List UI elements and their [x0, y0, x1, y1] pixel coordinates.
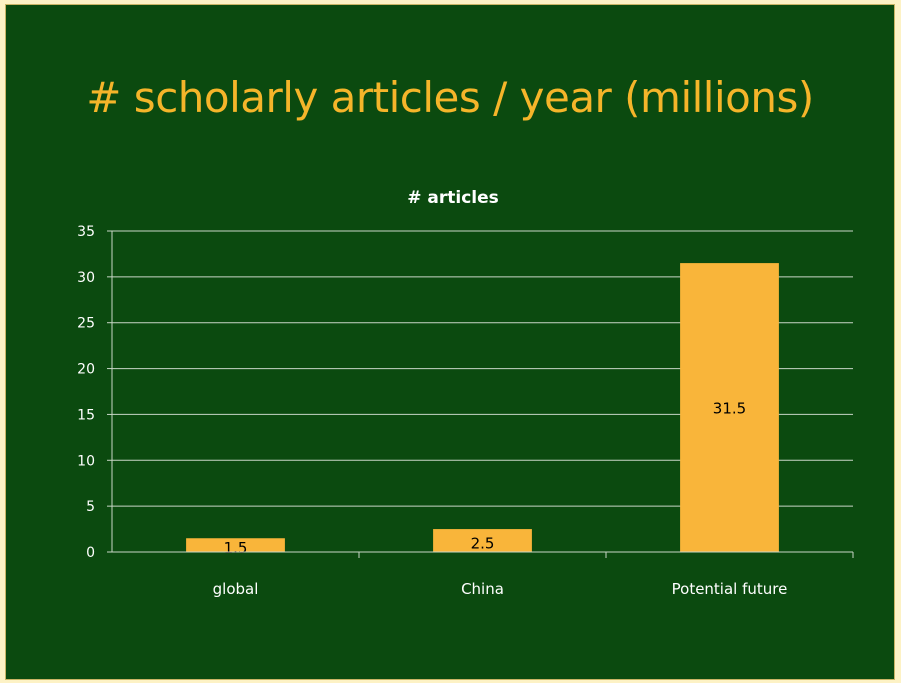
chart-title: # articles — [407, 188, 499, 208]
x-category-label: China — [461, 580, 504, 598]
data-label: 2.5 — [471, 535, 495, 553]
x-category-label: global — [213, 580, 259, 598]
y-tick-label: 30 — [77, 270, 95, 286]
y-tick-label: 20 — [77, 362, 95, 378]
y-tick-label: 5 — [86, 499, 95, 515]
axes: 0 5 10 15 20 25 30 35 global China Potential futur… — [77, 224, 854, 598]
y-tick-label: 0 — [86, 545, 95, 561]
bars: 1.5 2.5 31.5 — [186, 263, 779, 557]
slide-title: # scholarly articles / year (millions) — [86, 73, 814, 122]
y-tick-label: 10 — [77, 453, 95, 469]
data-label: 31.5 — [713, 400, 746, 418]
x-category-label: Potential future — [672, 580, 788, 598]
bar-china — [433, 529, 532, 552]
y-tick-label: 35 — [77, 224, 95, 240]
y-tick-label: 25 — [77, 316, 95, 332]
data-label: 1.5 — [224, 539, 248, 557]
bar-global — [186, 538, 285, 552]
bar-potential-future — [680, 263, 779, 552]
y-tick-label: 15 — [77, 407, 95, 423]
